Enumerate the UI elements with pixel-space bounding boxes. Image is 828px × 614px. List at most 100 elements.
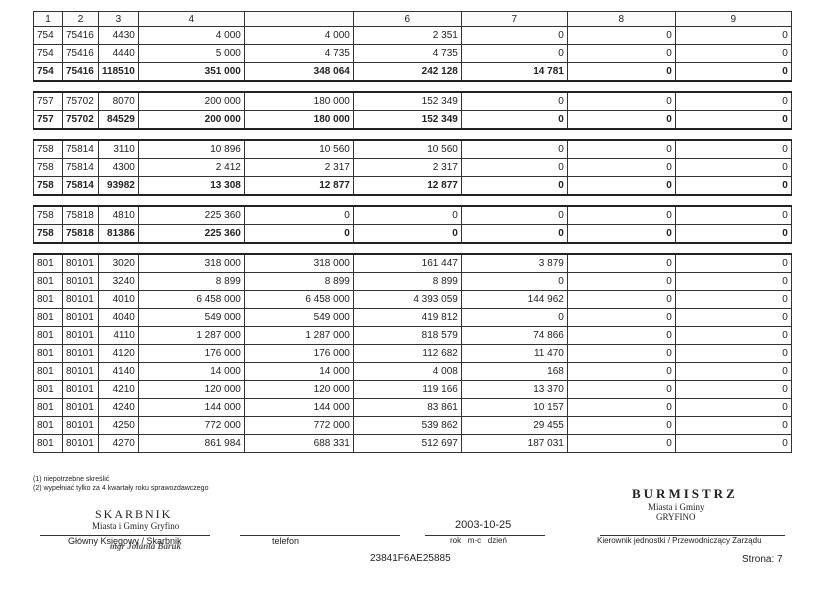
header-cell xyxy=(243,11,354,27)
table-cell: 758 xyxy=(33,158,63,177)
table-cell: 74 866 xyxy=(460,326,568,345)
table-cell: 801 xyxy=(33,253,63,273)
table-cell: 0 xyxy=(460,91,568,111)
table-cell: 801 xyxy=(33,326,63,345)
table-cell: 801 xyxy=(33,362,63,381)
table-cell: 757 xyxy=(33,91,63,111)
table-cell: 10 157 xyxy=(460,398,568,417)
table-cell: 0 xyxy=(566,26,676,45)
table-cell: 4240 xyxy=(98,398,139,417)
table-row: 754 75416 118510 351 000 348 064 242 128 14 78… xyxy=(33,62,792,82)
separator-cell xyxy=(33,194,792,207)
table-cell: 549 000 xyxy=(243,308,354,327)
table-cell: 8 899 xyxy=(243,272,354,291)
table-cell: 0 xyxy=(352,205,462,225)
table-row: 801 80101 4270 861 984 688 331 512 697 187 031… xyxy=(33,434,792,453)
table-cell: 0 xyxy=(352,224,462,244)
table-cell: 4110 xyxy=(98,326,139,345)
table-cell: 152 349 xyxy=(352,91,462,111)
header-cell: 2 xyxy=(62,11,99,27)
table-cell: 120 000 xyxy=(243,380,354,399)
table-cell: 0 xyxy=(674,380,792,399)
stamp-title: BURMISTRZ xyxy=(632,486,738,501)
table-cell: 419 812 xyxy=(352,308,462,327)
table-cell: 318 000 xyxy=(243,253,354,273)
table-cell: 3240 xyxy=(98,272,139,291)
separator-row xyxy=(33,80,792,93)
table-cell: 1 287 000 xyxy=(137,326,245,345)
separator-cell xyxy=(33,80,792,93)
table-cell: 112 682 xyxy=(352,344,462,363)
header-cell: 4 xyxy=(137,11,245,27)
signature-line xyxy=(425,535,545,536)
table-cell: 4 008 xyxy=(352,362,462,381)
table-cell: 0 xyxy=(674,416,792,435)
table-cell: 4120 xyxy=(98,344,139,363)
table-cell: 4 735 xyxy=(243,44,354,63)
separator-cell xyxy=(33,242,792,255)
table-cell: 10 560 xyxy=(352,139,462,159)
table-cell: 80101 xyxy=(62,344,99,363)
table-cell: 0 xyxy=(566,326,676,345)
table-cell: 75416 xyxy=(62,26,99,45)
table-cell: 757 xyxy=(33,110,63,130)
stamp-title: SKARBNIK xyxy=(95,507,173,521)
table-cell: 0 xyxy=(460,176,568,196)
table-cell: 549 000 xyxy=(137,308,245,327)
table-cell: 80101 xyxy=(62,290,99,309)
table-cell: 161 447 xyxy=(352,253,462,273)
header-cell: 8 xyxy=(566,11,676,27)
table-cell: 180 000 xyxy=(243,91,354,111)
table-cell: 4 393 059 xyxy=(352,290,462,309)
table-cell: 0 xyxy=(566,110,676,130)
table-cell: 0 xyxy=(674,62,792,82)
table-cell: 0 xyxy=(243,224,354,244)
table-cell: 0 xyxy=(566,344,676,363)
table-row: 801 80101 4110 1 287 000 1 287 000 818 579 74 … xyxy=(33,326,792,345)
table-cell: 80101 xyxy=(62,416,99,435)
separator-row xyxy=(33,128,792,141)
table-cell: 0 xyxy=(674,91,792,111)
caption: telefon xyxy=(272,536,300,546)
table-row: 801 80101 3240 8 899 8 899 8 899 0 0 0 xyxy=(33,272,792,291)
table-cell: 29 455 xyxy=(460,416,568,435)
table-row: 758 75814 4300 2 412 2 317 2 317 0 0 0 xyxy=(33,158,792,177)
table-cell: 0 xyxy=(674,253,792,273)
table-cell: 539 862 xyxy=(352,416,462,435)
table-cell: 758 xyxy=(33,205,63,225)
table-cell: 801 xyxy=(33,398,63,417)
table-cell: 512 697 xyxy=(352,434,462,453)
table-row: 754 75416 4430 4 000 4 000 2 351 0 0 0 xyxy=(33,26,792,45)
table-cell: 14 781 xyxy=(460,62,568,82)
table-cell: 93982 xyxy=(98,176,139,196)
table-cell: 118510 xyxy=(98,62,139,82)
table-cell: 0 xyxy=(566,290,676,309)
table-cell: 12 877 xyxy=(352,176,462,196)
table-row: 801 80101 4040 549 000 549 000 419 812 0 0 0 xyxy=(33,308,792,327)
table-cell: 13 308 xyxy=(137,176,245,196)
table-row: 801 80101 4010 6 458 000 6 458 000 4 393 059 1… xyxy=(33,290,792,309)
table-cell: 8 899 xyxy=(137,272,245,291)
table-cell: 0 xyxy=(566,308,676,327)
table-cell: 0 xyxy=(674,308,792,327)
table-cell: 0 xyxy=(674,434,792,453)
stamp-subtitle: Miasta i Gminy Gryfino xyxy=(92,521,180,531)
table-cell: 754 xyxy=(33,26,63,45)
table-cell: 152 349 xyxy=(352,110,462,130)
table-cell: 200 000 xyxy=(137,91,245,111)
table-cell: 0 xyxy=(674,176,792,196)
signature-line xyxy=(600,535,785,536)
table-cell: 801 xyxy=(33,380,63,399)
table-cell: 80101 xyxy=(62,434,99,453)
separator-row xyxy=(33,194,792,207)
table-cell: 4440 xyxy=(98,44,139,63)
table-cell: 801 xyxy=(33,272,63,291)
table-cell: 0 xyxy=(566,91,676,111)
table-cell: 4 735 xyxy=(352,44,462,63)
table-cell: 0 xyxy=(674,326,792,345)
header-cell: 3 xyxy=(98,11,139,27)
table-cell: 13 370 xyxy=(460,380,568,399)
separator-row xyxy=(33,242,792,255)
table-row: 801 80101 4140 14 000 14 000 4 008 168 0 0 xyxy=(33,362,792,381)
